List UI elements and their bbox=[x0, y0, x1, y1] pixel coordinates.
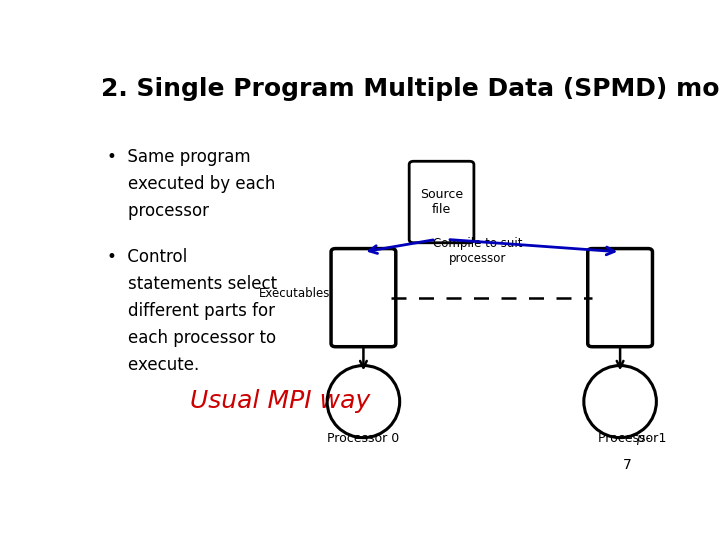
Text: statements select: statements select bbox=[107, 275, 277, 293]
Text: Compile to suit
processor: Compile to suit processor bbox=[433, 238, 523, 265]
Text: Processor: Processor bbox=[598, 432, 662, 445]
Text: each processor to: each processor to bbox=[107, 329, 276, 347]
FancyBboxPatch shape bbox=[409, 161, 474, 243]
FancyBboxPatch shape bbox=[331, 248, 396, 347]
Text: Source
file: Source file bbox=[420, 188, 463, 216]
Text: execute.: execute. bbox=[107, 356, 199, 374]
Text: p: p bbox=[636, 432, 644, 445]
Text: processor: processor bbox=[107, 202, 209, 220]
Text: 7: 7 bbox=[623, 458, 631, 472]
Text: Usual MPI way: Usual MPI way bbox=[190, 389, 371, 413]
FancyBboxPatch shape bbox=[588, 248, 652, 347]
Text: Executables: Executables bbox=[258, 287, 330, 300]
Text: -  1: - 1 bbox=[646, 432, 666, 445]
Text: •  Control: • Control bbox=[107, 248, 187, 266]
Text: 2. Single Program Multiple Data (SPMD) model: 2. Single Program Multiple Data (SPMD) m… bbox=[101, 77, 720, 102]
Text: executed by each: executed by each bbox=[107, 175, 275, 193]
Text: Processor 0: Processor 0 bbox=[328, 432, 400, 445]
Text: different parts for: different parts for bbox=[107, 302, 275, 320]
Text: •  Same program: • Same program bbox=[107, 148, 251, 166]
